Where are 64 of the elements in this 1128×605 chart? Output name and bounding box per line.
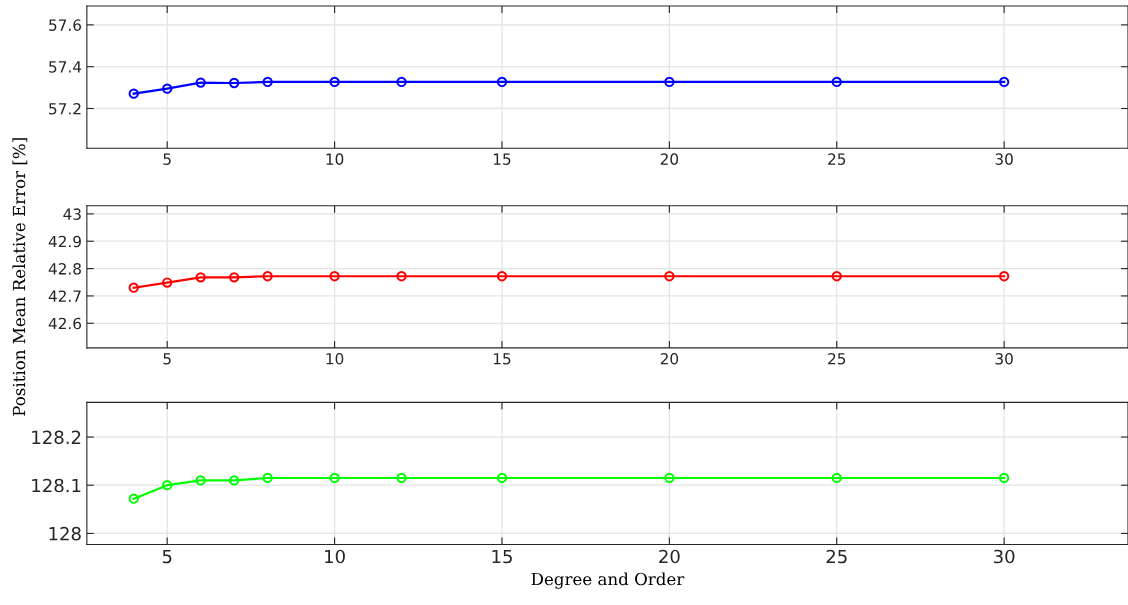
point [229,475,240,486]
point [999,76,1010,88]
x-tick-label: 25 [828,153,846,165]
x-tick-label: 30 [995,153,1013,165]
y-tick-label: 128.1 [32,478,81,493]
y-tick-label: 43 [63,208,81,220]
point [664,271,675,282]
x-tick-label: 15 [493,353,511,365]
point [195,77,206,88]
y-tick-label: 128 [49,526,81,541]
point [162,277,173,288]
point [262,472,273,484]
point [396,271,407,282]
x-tick-label: 15 [492,549,512,564]
point [999,271,1010,282]
point [831,76,842,88]
point [396,472,407,484]
point [128,282,139,293]
x-tick-label: 15 [493,153,511,165]
x-tick-label: 20 [660,353,679,365]
point [329,472,340,484]
x-tick-label: 20 [660,153,679,165]
x-tick-label: 20 [659,549,680,564]
point [664,76,675,88]
x-tick-label: 25 [828,353,846,365]
point [195,272,206,283]
point [496,76,508,88]
point [162,83,173,94]
y-tick-label: 42.8 [48,263,81,275]
point [999,472,1010,484]
point [128,493,139,504]
point [831,472,842,484]
point [329,271,340,282]
point [262,76,273,88]
y-tick-label: 128.2 [32,430,81,445]
y-tick-label: 42.9 [48,235,81,248]
y-tick-label: 57.6 [49,19,82,31]
x-tick-label: 5 [163,153,171,165]
point [128,88,139,99]
x-tick-label: 10 [325,549,345,564]
x-tick-label: 10 [326,153,344,165]
point [396,76,407,88]
y-tick-label: 42.7 [48,290,81,302]
x-axis-title: Degree and Order [531,572,685,589]
y-tick-label: 57.4 [49,61,82,73]
x-tick-label: 30 [995,353,1013,365]
x-tick-label: 25 [826,549,847,564]
x-tick-label: 5 [163,353,171,365]
point [229,77,240,89]
x-tick-label: 5 [162,549,172,564]
point [831,271,842,282]
y-axis-title: Position Mean Relative Error [%] [12,138,28,416]
point [664,472,675,484]
point [262,271,273,282]
point [496,472,508,484]
point [329,76,340,88]
point [162,480,173,491]
y-tick-label: 57.2 [49,102,81,115]
point [229,272,240,283]
point [195,475,206,486]
y-tick-label: 42.6 [48,317,82,330]
x-tick-label: 10 [326,353,344,365]
x-tick-label: 30 [994,549,1015,564]
point [496,271,508,282]
